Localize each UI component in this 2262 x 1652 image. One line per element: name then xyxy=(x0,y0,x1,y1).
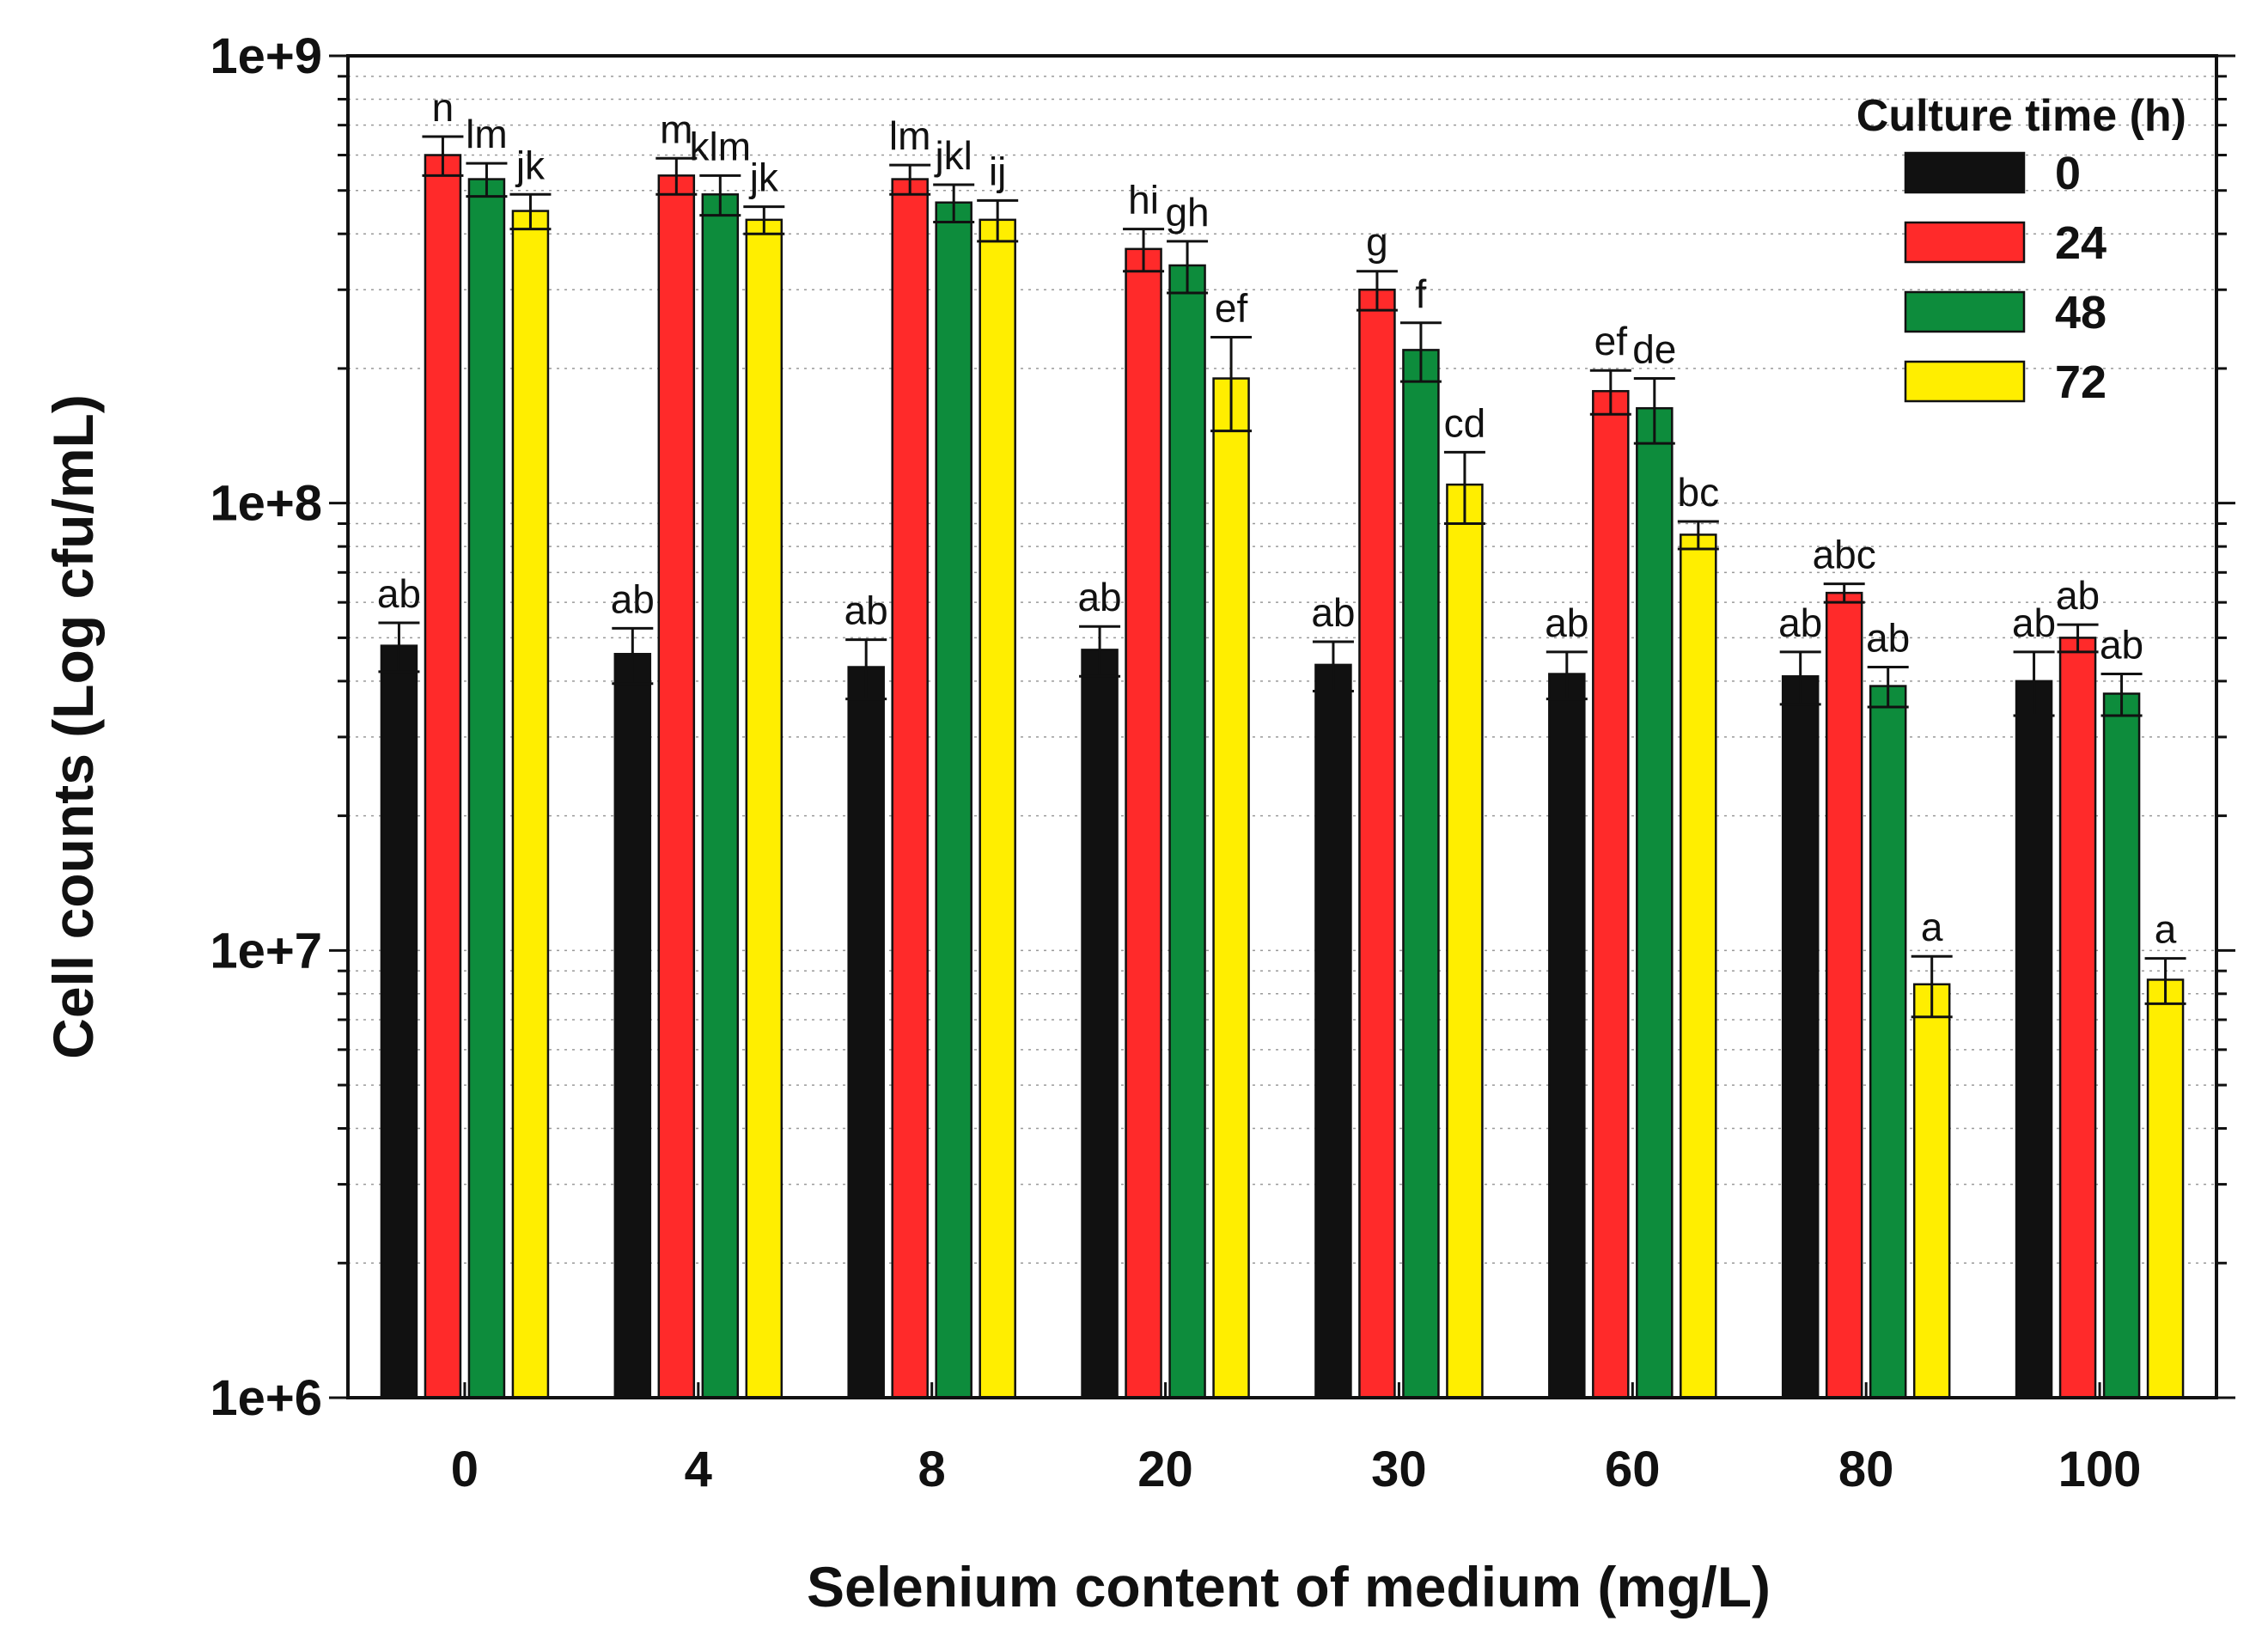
y-tick-label: 1e+8 xyxy=(210,476,322,532)
legend-label: 24 xyxy=(2055,217,2107,269)
significance-label: ef xyxy=(1594,319,1628,363)
bar xyxy=(891,178,929,1399)
bar xyxy=(701,193,740,1399)
bar xyxy=(2058,637,2097,1399)
bar xyxy=(511,210,550,1399)
significance-label: ab xyxy=(1778,600,1822,645)
significance-label: gh xyxy=(1165,190,1209,235)
y-tick-label: 1e+7 xyxy=(210,923,322,978)
y-axis-title: Cell counts (Log cfu/mL) xyxy=(41,394,105,1059)
significance-label: lm xyxy=(889,113,931,158)
bar xyxy=(613,653,652,1399)
y-tick-labels: 1e+6 1e+7 1e+8 1e+9 xyxy=(210,28,322,1426)
error-bars xyxy=(378,135,2186,1019)
x-tick-label: 100 xyxy=(2058,1442,2142,1497)
significance-label: jkl xyxy=(933,133,972,178)
x-tick-label: 4 xyxy=(685,1442,712,1497)
x-tick-label: 0 xyxy=(451,1442,479,1497)
significance-label: ij xyxy=(989,149,1006,193)
significance-label: ab xyxy=(377,571,421,616)
significance-label: ab xyxy=(2056,573,2100,618)
bar xyxy=(1869,685,1907,1399)
x-tick-label: 80 xyxy=(1838,1442,1894,1497)
bar xyxy=(2015,680,2053,1399)
bar xyxy=(467,178,506,1399)
significance-label: hi xyxy=(1128,178,1159,223)
bar xyxy=(1081,649,1119,1399)
bar xyxy=(2146,978,2185,1399)
x-tick-labels: 0 4 8 20 30 60 80 100 xyxy=(451,1442,2142,1497)
bars xyxy=(380,154,2185,1399)
legend-label: 72 xyxy=(2055,357,2107,408)
x-tick-label: 20 xyxy=(1137,1442,1193,1497)
legend: Culture time (h) 0 24 48 72 xyxy=(1857,91,2186,408)
significance-label: de xyxy=(1632,327,1676,372)
significance-label: f xyxy=(1416,271,1427,316)
bar xyxy=(424,154,462,1399)
significance-label: ab xyxy=(611,576,655,621)
significance-label: m xyxy=(660,107,692,151)
plot-frame xyxy=(346,54,2218,1399)
bar xyxy=(847,666,885,1399)
significance-label: bc xyxy=(1678,470,1720,515)
bar xyxy=(380,644,418,1399)
bar xyxy=(1825,591,1863,1399)
significance-label: n xyxy=(432,85,454,130)
bar xyxy=(745,218,783,1399)
bar xyxy=(1548,673,1586,1399)
legend-label: 48 xyxy=(2055,287,2107,338)
significance-label: ab xyxy=(1311,590,1355,635)
significance-label: jk xyxy=(515,143,546,187)
bar xyxy=(979,218,1016,1399)
significance-label: jk xyxy=(748,155,779,200)
significance-label: ef xyxy=(1215,285,1248,330)
bar xyxy=(1212,377,1250,1399)
x-axis-title: Selenium content of medium (mg/L) xyxy=(807,1555,1771,1618)
legend-label: 0 xyxy=(2055,148,2081,199)
x-tick-label: 60 xyxy=(1605,1442,1661,1497)
bar xyxy=(1314,663,1352,1399)
bar xyxy=(1402,349,1440,1399)
y-tick-label: 1e+9 xyxy=(210,28,322,84)
significance-label: klm xyxy=(690,124,752,168)
significance-label: ab xyxy=(844,588,888,633)
axis-ticks xyxy=(329,54,2235,1399)
significance-label: a xyxy=(1921,905,1943,949)
bar xyxy=(1358,288,1396,1399)
significance-label: g xyxy=(1366,220,1388,265)
significance-label: ab xyxy=(2100,623,2143,668)
bar xyxy=(935,201,972,1399)
bar xyxy=(1636,406,1674,1399)
legend-swatch xyxy=(1904,360,2026,403)
significance-label: ab xyxy=(1866,616,1910,661)
x-tick-label: 30 xyxy=(1371,1442,1427,1497)
legend-title: Culture time (h) xyxy=(1857,91,2186,141)
bar xyxy=(1912,983,1951,1399)
legend-swatch xyxy=(1904,290,2026,333)
x-tick-label: 8 xyxy=(918,1442,946,1497)
significance-label: a xyxy=(2155,907,2177,952)
bar xyxy=(1125,247,1162,1399)
significance-label: abc xyxy=(1813,533,1876,577)
bar xyxy=(1781,675,1820,1399)
bar xyxy=(1168,264,1206,1399)
bar xyxy=(2102,692,2141,1399)
bar xyxy=(657,174,696,1399)
bar xyxy=(1592,390,1630,1399)
y-tick-label: 1e+6 xyxy=(210,1370,322,1426)
significance-label: cd xyxy=(1444,400,1486,445)
bar xyxy=(1446,483,1484,1399)
significance-label: lm xyxy=(466,112,508,156)
significance-label: ab xyxy=(1077,575,1121,619)
legend-swatch xyxy=(1904,151,2026,194)
legend-swatch xyxy=(1904,221,2026,264)
bar xyxy=(1680,533,1717,1399)
significance-label: ab xyxy=(1545,600,1588,645)
significance-label: ab xyxy=(2012,600,2056,645)
